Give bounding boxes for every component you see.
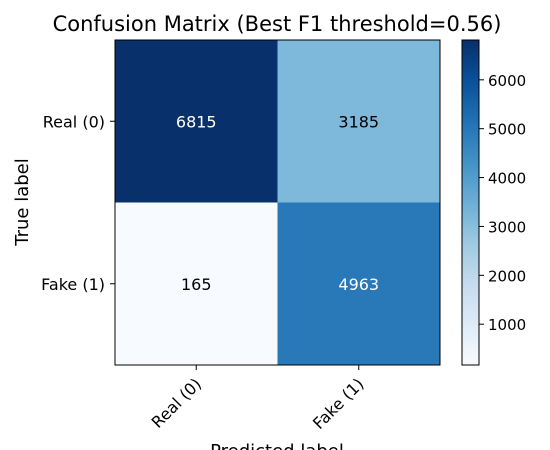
colorbar-tick-label: 4000 [488, 170, 526, 188]
plot-frame [114, 39, 441, 366]
x-tick-label: Real (0) [148, 374, 205, 431]
cell-value-label: 165 [181, 275, 212, 294]
y-tick-label: Real (0) [43, 112, 105, 131]
colorbar [461, 39, 480, 366]
colorbar-tick-label: 3000 [488, 218, 526, 236]
y-tick-label: Fake (1) [41, 275, 105, 294]
heatmap-cell [115, 202, 278, 365]
heatmap-cell-labels: 6815 3185 165 4963 [176, 112, 379, 294]
heatmap-cells [115, 40, 440, 365]
y-axis-label: True label [12, 158, 33, 247]
y-axis-ticks: Real (0) Fake (1) [41, 112, 115, 294]
colorbar-tick-label: 1000 [488, 316, 526, 334]
colorbar-tick-label: 5000 [488, 121, 526, 139]
cell-value-label: 3185 [338, 112, 379, 131]
heatmap-cell [115, 40, 278, 203]
x-tick-label: Fake (1) [309, 374, 368, 433]
chart-title: Confusion Matrix (Best F1 threshold=0.56… [53, 12, 502, 36]
colorbar-tick-label: 6000 [488, 72, 526, 90]
heatmap-cell [277, 40, 440, 203]
colorbar-ticks: 1000 2000 3000 4000 5000 6000 [479, 72, 526, 334]
heatmap-cell [277, 202, 440, 365]
cell-value-label: 6815 [176, 112, 217, 131]
cell-value-label: 4963 [338, 275, 379, 294]
x-axis-label: Predicted label [210, 441, 344, 450]
x-axis-ticks: Real (0) Fake (1) [148, 365, 368, 433]
colorbar-tick-label: 2000 [488, 267, 526, 285]
